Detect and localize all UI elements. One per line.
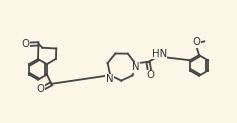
Text: O: O <box>22 39 30 49</box>
Text: O: O <box>146 70 154 80</box>
Text: O: O <box>36 84 44 94</box>
Text: N: N <box>106 74 114 84</box>
Text: HN: HN <box>152 49 167 59</box>
Text: N: N <box>132 62 140 72</box>
Text: O: O <box>192 37 201 47</box>
